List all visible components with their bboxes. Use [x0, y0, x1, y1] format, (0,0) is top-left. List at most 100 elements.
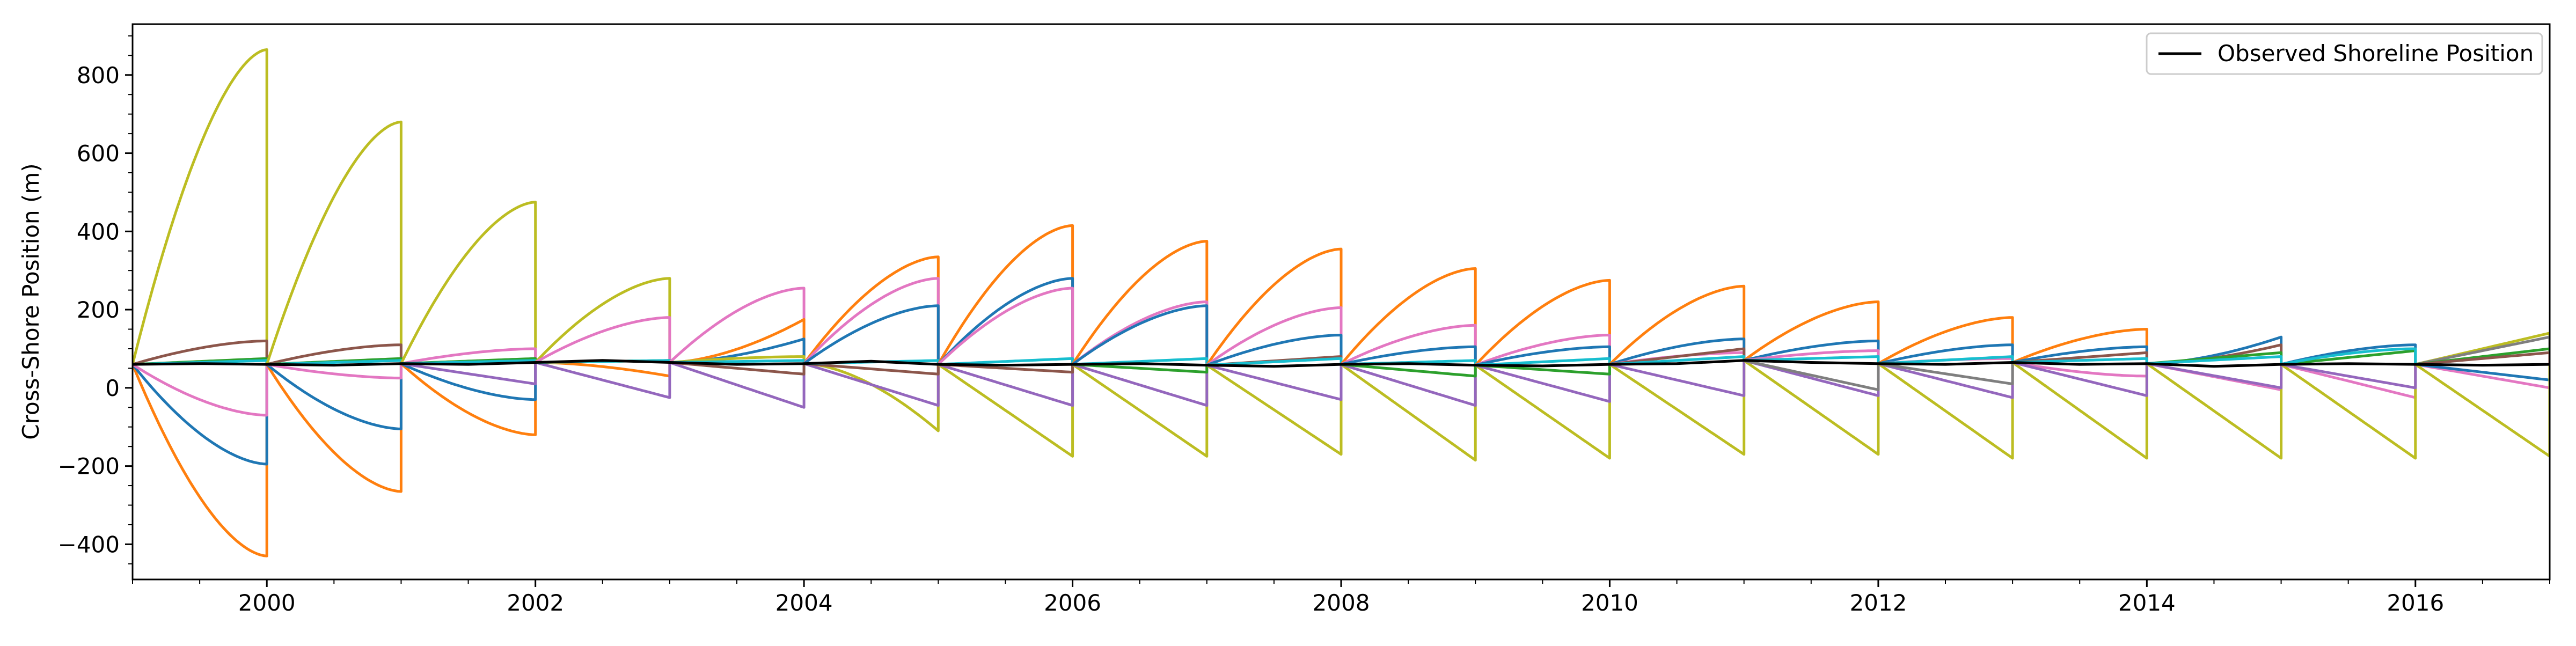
forecast-line-2000-11: [266, 343, 402, 366]
observed-layer: [133, 359, 2550, 368]
forecast-line-2004-38: [803, 362, 940, 407]
forecast-line-2013-98: [2012, 345, 2148, 364]
forecast-line-2012-96: [1878, 355, 2014, 365]
forecast-line-2006-51: [1072, 363, 1209, 458]
forecast-line-2001-15: [400, 362, 537, 436]
forecast-line-2015-112: [2280, 363, 2417, 399]
forecast-line-2001-17: [400, 347, 537, 365]
forecast-line-2010-77: [1609, 337, 1746, 366]
forecast-line-2014-108: [2146, 362, 2283, 390]
y-axis-label: Cross-Shore Position (m): [18, 163, 44, 439]
forecast-line-2000-7: [265, 120, 402, 365]
forecast-line-2011-84: [1744, 339, 1880, 364]
forecast-line-1999-3: [133, 363, 268, 417]
forecast-line-2002-24: [535, 361, 671, 399]
forecast-line-1999-4: [133, 339, 268, 366]
forecast-line-2000-8: [266, 363, 402, 493]
forecast-line-2007-59: [1206, 364, 1343, 401]
forecast-line-1999-1: [133, 364, 268, 557]
forecast-line-2011-88: [1744, 359, 1880, 391]
series-layer: [133, 48, 2550, 557]
legend-label-observed: Observed Shoreline Position: [2218, 40, 2534, 67]
observed-line: [133, 359, 2550, 368]
x-tick-label: 2002: [507, 590, 564, 616]
forecast-line-2002-22: [535, 316, 671, 364]
forecast-line-2007-61: [1206, 357, 1343, 367]
forecast-line-2000-10: [266, 363, 402, 380]
forecast-line-2014-107: [2146, 362, 2283, 460]
forecast-line-2005-45: [938, 363, 1074, 407]
forecast-line-2004-36: [803, 304, 940, 365]
forecast-line-2016-121: [2415, 363, 2550, 390]
x-tick-label: 2014: [2118, 590, 2176, 616]
forecast-line-2010-81: [1609, 347, 1746, 366]
forecast-line-2016-120: [2415, 351, 2550, 366]
forecast-line-2009-70: [1475, 334, 1611, 366]
y-tick-label: −400: [58, 531, 120, 557]
forecast-line-2010-80: [1609, 360, 1746, 397]
x-tick-label: 2016: [2387, 590, 2444, 616]
forecast-line-2004-35: [803, 277, 940, 365]
forecast-line-2013-100: [2011, 361, 2148, 460]
forecast-line-2008-64: [1341, 345, 1477, 366]
forecast-line-2011-86: [1743, 359, 1880, 456]
forecast-line-2009-72: [1474, 364, 1611, 460]
legend: Observed Shoreline Position: [2146, 32, 2543, 75]
forecast-line-2008-63: [1340, 324, 1477, 366]
forecast-line-2015-114: [2281, 363, 2417, 390]
forecast-line-2016-122: [2415, 363, 2550, 381]
x-tick-label: 2008: [1313, 590, 1370, 616]
forecast-line-2001-14: [400, 201, 537, 364]
forecast-line-2006-50: [1072, 304, 1209, 366]
forecast-line-2014-110: [2147, 355, 2283, 365]
forecast-line-2009-73: [1475, 364, 1611, 403]
forecast-line-2015-116: [2281, 347, 2417, 366]
forecast-line-1999-2: [133, 363, 268, 466]
forecast-line-2015-115: [2281, 349, 2417, 366]
y-tick-label: 800: [77, 62, 120, 89]
y-tick-label: 400: [77, 218, 120, 245]
forecast-line-2007-55: [1205, 247, 1343, 366]
x-tick-label: 2004: [775, 590, 833, 616]
forecast-line-2008-65: [1340, 363, 1477, 462]
forecast-line-2008-62: [1340, 267, 1477, 365]
legend-box: [2146, 32, 2543, 75]
y-axis: −400 −200 0 200 400 600 800: [58, 35, 133, 564]
forecast-line-2010-76: [1608, 284, 1746, 365]
forecast-line-2013-99: [2012, 361, 2148, 378]
y-tick-label: 200: [77, 297, 120, 323]
forecast-line-2009-69: [1474, 278, 1611, 366]
forecast-line-2011-83: [1743, 300, 1880, 364]
forecast-line-2001-16: [400, 362, 537, 401]
forecast-line-2005-41: [937, 224, 1074, 365]
forecast-line-2013-101: [2012, 361, 2148, 397]
forecast-line-2002-21: [534, 277, 671, 364]
forecast-line-2005-43: [937, 287, 1074, 365]
forecast-line-2016-118: [2415, 335, 2550, 366]
forecast-line-2010-79: [1609, 360, 1746, 456]
forecast-line-2005-42: [937, 277, 1074, 365]
forecast-line-2012-93: [1877, 362, 2014, 460]
forecast-line-2006-53: [1072, 363, 1209, 374]
forecast-line-2003-27: [669, 287, 806, 364]
forecast-line-2004-39: [803, 362, 940, 376]
forecast-line-2011-85: [1744, 349, 1880, 364]
x-tick-label: 2006: [1044, 590, 1101, 616]
y-tick-label: −200: [58, 453, 120, 480]
forecast-line-2008-66: [1341, 363, 1477, 407]
forecast-line-2005-44: [937, 363, 1074, 458]
x-tick-label: 2010: [1581, 590, 1638, 616]
forecast-line-2004-34: [803, 255, 940, 365]
x-tick-label: 2012: [1849, 590, 1907, 616]
forecast-line-1999-0: [133, 48, 268, 365]
y-tick-label: 0: [105, 375, 120, 401]
forecast-line-2015-113: [2280, 363, 2417, 460]
x-tick-label: 2000: [238, 590, 296, 616]
forecast-line-2007-57: [1206, 334, 1343, 366]
forecast-line-2012-90: [1877, 316, 2014, 365]
forecast-line-2007-56: [1206, 306, 1343, 366]
forecast-line-2003-31: [669, 361, 806, 409]
